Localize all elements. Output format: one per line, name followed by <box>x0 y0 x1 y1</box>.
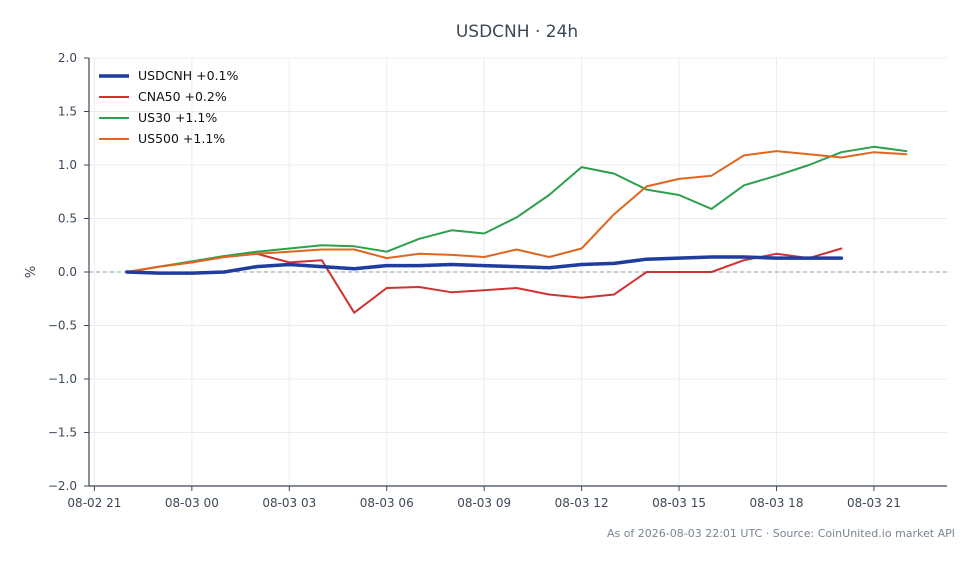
y-tick-label: 1.5 <box>58 105 77 119</box>
legend-label: CNA50 +0.2% <box>138 89 227 104</box>
y-axis-label: % <box>24 266 39 278</box>
x-tick-label: 08-03 03 <box>262 496 316 510</box>
x-tick-label: 08-03 18 <box>750 496 804 510</box>
series-lines <box>125 145 908 314</box>
x-tick-label: 08-02 21 <box>67 496 121 510</box>
x-tick-label: 08-03 15 <box>652 496 706 510</box>
legend-label: US30 +1.1% <box>138 110 217 125</box>
series-line-3 <box>125 150 908 273</box>
y-tick-label: 2.0 <box>58 51 77 65</box>
x-tick-label: 08-03 21 <box>847 496 901 510</box>
x-tick-label: 08-03 06 <box>360 496 414 510</box>
y-tick-label: −0.5 <box>48 319 77 333</box>
y-tick-label: −1.0 <box>48 372 77 386</box>
y-tick-label: −2.0 <box>48 479 77 493</box>
legend: USDCNH +0.1% CNA50 +0.2% US30 +1.1% US500 +… <box>99 68 239 146</box>
legend-label: USDCNH +0.1% <box>138 68 239 83</box>
x-tick-label: 08-03 00 <box>165 496 219 510</box>
axes: 2.0 1.5 1.0 0.5 0.0 −0.5 −1.0 −1.5 −2.0 08-02 21 0… <box>48 51 947 510</box>
legend-label: US500 +1.1% <box>138 131 225 146</box>
y-tick-label: 1.0 <box>58 158 77 172</box>
x-tick-label: 08-03 12 <box>555 496 609 510</box>
series-line-0 <box>125 255 844 275</box>
y-tick-label: 0.5 <box>58 212 77 226</box>
series-line-2 <box>125 145 908 273</box>
y-tick-label: −1.5 <box>48 426 77 440</box>
y-tick-label: 0.0 <box>58 265 77 279</box>
footer-source: As of 2026-08-03 22:01 UTC · Source: Coi… <box>607 527 955 540</box>
grid <box>89 57 947 487</box>
chart-title: USDCNH · 24h <box>456 22 578 42</box>
x-tick-label: 08-03 09 <box>457 496 511 510</box>
